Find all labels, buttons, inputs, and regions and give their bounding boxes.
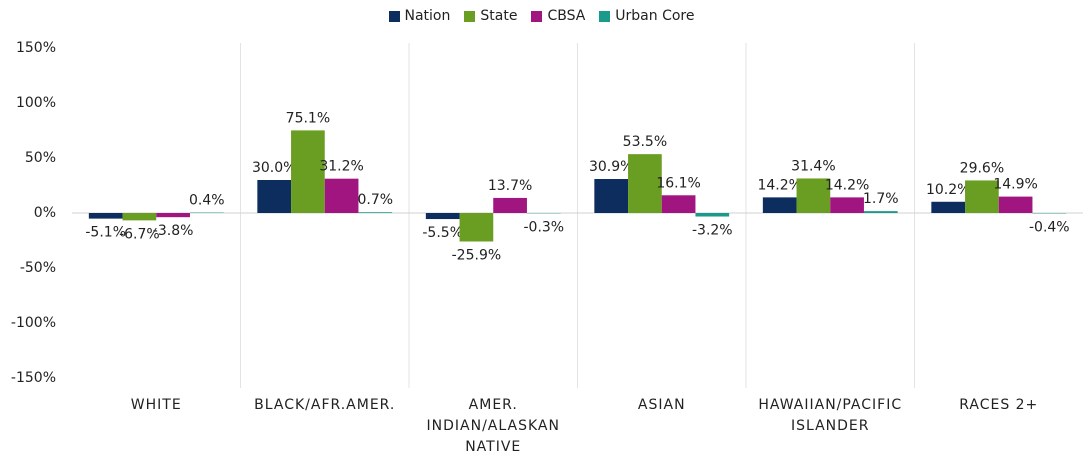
bar [459,213,494,242]
value-label: 31.4% [791,158,835,174]
bar [257,180,292,213]
legend-label: CBSA [547,8,586,24]
value-label: 30.9% [589,159,633,175]
legend-swatch [599,10,611,22]
x-tick-label: WHITE [130,397,182,413]
value-label: 29.6% [960,160,1004,176]
x-tick-label: BLACK/AFR.AMER. [254,397,396,413]
value-label: 53.5% [623,134,667,150]
x-tick-label: RACES 2+ [959,397,1039,413]
value-label: 1.7% [863,191,899,207]
bar [291,130,325,213]
value-label: 16.1% [656,175,700,191]
value-label: -6.7% [119,226,160,242]
y-tick-label: 150% [16,40,56,56]
value-label: -3.2% [692,223,733,239]
y-tick-label: 100% [16,95,56,111]
bar [796,178,831,213]
value-label: -5.1% [85,225,126,241]
legend-item: CBSA [531,8,585,24]
bar [358,212,393,213]
bar [156,213,190,218]
bar [493,197,527,213]
value-label: 75.1% [286,110,330,126]
x-tick-label: HAWAIIAN/PACIFIC ISLANDER [758,397,903,434]
value-label: 14.2% [757,177,801,193]
legend: Nation State CBSA Urban Core [0,8,1083,24]
y-tick-label: 50% [25,150,56,166]
legend-item: State [464,8,517,24]
bar [863,211,898,213]
bar [122,213,157,221]
value-label: -0.4% [1029,219,1070,235]
value-label: -25.9% [452,247,502,263]
bar [965,180,999,213]
value-label: 0.7% [358,192,394,208]
value-label: 13.7% [488,178,532,194]
legend-item: Nation [388,8,451,24]
bar [594,179,629,213]
legend-swatch [388,10,400,22]
value-label: -3.8% [153,223,194,239]
bar [661,195,696,213]
bar [830,197,864,213]
bar [695,213,730,217]
value-label: 14.2% [825,177,869,193]
bar [762,197,797,213]
bar [628,154,662,213]
x-tick-label: AMER. INDIAN/ALASKAN NATIVE [426,397,560,455]
bar [931,201,966,213]
value-label: 30.0% [252,160,296,176]
legend-swatch [464,10,476,22]
legend-label: Nation [404,8,451,24]
bar [324,178,359,213]
value-label: -0.3% [523,219,564,235]
value-label: 0.4% [189,193,225,209]
legend-item: Urban Core [599,8,695,24]
x-tick-label: ASIAN [637,397,686,413]
value-label: 31.2% [319,159,363,175]
legend-label: State [480,8,518,24]
value-label: 10.2% [926,182,970,198]
bar [998,196,1033,213]
y-tick-label: 0% [34,205,56,221]
legend-swatch [531,10,543,22]
y-tick-label: -150% [11,370,56,386]
y-tick-label: -50% [20,260,56,276]
bar [425,213,460,220]
value-label: -5.5% [422,225,463,241]
bar [88,213,123,219]
legend-label: Urban Core [615,8,695,24]
y-tick-label: -100% [11,315,56,331]
value-label: 14.9% [993,177,1037,193]
